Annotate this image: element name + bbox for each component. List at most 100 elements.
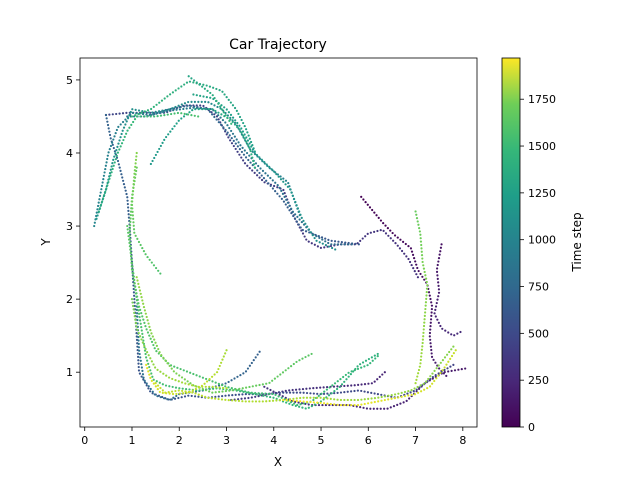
trajectory-point [288, 399, 292, 402]
trajectory-point [140, 363, 143, 366]
trajectory-point [212, 86, 215, 89]
trajectory-point [362, 198, 365, 201]
trajectory-point [234, 119, 237, 122]
trajectory-point [248, 400, 251, 403]
trajectory-point [273, 184, 276, 188]
trajectory-point [410, 263, 413, 267]
trajectory-segment-12 [130, 80, 256, 153]
trajectory-point [238, 153, 241, 156]
trajectory-point [170, 367, 173, 370]
trajectory-point [201, 108, 204, 111]
trajectory-point [185, 107, 188, 110]
trajectory-point [238, 124, 241, 127]
trajectory-point [133, 169, 136, 172]
trajectory-point [183, 395, 187, 398]
trajectory-point [167, 376, 171, 379]
trajectory-point [209, 96, 212, 99]
trajectory-point [380, 399, 383, 402]
trajectory-point [440, 243, 443, 246]
trajectory-point [203, 87, 206, 90]
trajectory-point [268, 381, 271, 384]
trajectory-point [393, 393, 397, 396]
trajectory-point [274, 393, 277, 397]
trajectory-point [297, 401, 300, 404]
trajectory-point [157, 269, 160, 272]
trajectory-point [238, 390, 242, 393]
trajectory-point [252, 163, 256, 166]
trajectory-point [402, 401, 405, 404]
trajectory-point [345, 378, 348, 381]
trajectory-point [175, 108, 178, 111]
trajectory-point [381, 373, 384, 376]
trajectory-point [126, 129, 129, 132]
trajectory-point [247, 134, 250, 137]
trajectory-point [181, 389, 184, 393]
trajectory-point [389, 237, 392, 240]
trajectory-point [233, 123, 237, 126]
trajectory-point [149, 329, 152, 332]
trajectory-point [339, 378, 342, 381]
trajectory-point [260, 174, 263, 177]
trajectory-point [433, 379, 436, 383]
trajectory-point [384, 224, 387, 227]
trajectory-point [197, 100, 200, 103]
trajectory-point [422, 331, 425, 334]
trajectory-point [424, 274, 427, 277]
trajectory-point [246, 131, 249, 134]
trajectory-point [316, 245, 319, 248]
trajectory-point [302, 400, 305, 403]
trajectory-point [237, 398, 240, 401]
trajectory-point [148, 113, 151, 116]
trajectory-point [102, 197, 105, 200]
trajectory-point [167, 108, 171, 111]
trajectory-point [386, 407, 389, 410]
trajectory-point [121, 129, 124, 132]
trajectory-point [316, 392, 319, 395]
trajectory-point [437, 364, 440, 367]
trajectory-point [276, 192, 279, 195]
trajectory-point [223, 93, 226, 96]
trajectory-point [327, 238, 330, 241]
trajectory-point [393, 397, 396, 400]
trajectory-point [430, 311, 433, 314]
trajectory-point [190, 114, 193, 117]
trajectory-point [280, 396, 283, 399]
trajectory-point [126, 202, 129, 206]
trajectory-point [340, 241, 343, 244]
trajectory-point [224, 128, 227, 132]
trajectory-point [106, 123, 110, 127]
trajectory-point [219, 105, 222, 108]
trajectory-point [424, 311, 427, 314]
trajectory-point [436, 274, 439, 277]
trajectory-point [429, 325, 432, 328]
trajectory-point [208, 390, 211, 393]
trajectory-point [443, 370, 446, 374]
trajectory-point [422, 328, 425, 331]
trajectory-point [150, 360, 153, 363]
trajectory-point [136, 237, 139, 240]
trajectory-point [154, 341, 157, 344]
trajectory-point [417, 269, 420, 273]
trajectory-point [173, 112, 176, 115]
trajectory-point [186, 104, 189, 107]
trajectory-point [153, 393, 156, 396]
colorbar-tick-label: 1250 [528, 187, 556, 200]
trajectory-point [424, 301, 428, 304]
trajectory-point [195, 94, 198, 97]
trajectory-point [180, 117, 183, 120]
trajectory-point [146, 109, 150, 112]
trajectory-point [224, 114, 227, 117]
trajectory-point [235, 138, 238, 141]
trajectory-point [434, 315, 437, 318]
trajectory-point [412, 390, 415, 393]
trajectory-point [295, 220, 299, 223]
trajectory-point [139, 359, 142, 362]
trajectory-point [134, 158, 138, 162]
trajectory-point [224, 394, 227, 397]
trajectory-point [387, 394, 390, 397]
trajectory-point [136, 322, 139, 325]
trajectory-point [142, 115, 145, 118]
trajectory-point [141, 336, 144, 339]
trajectory-point [131, 108, 134, 111]
trajectory-point [343, 391, 346, 394]
